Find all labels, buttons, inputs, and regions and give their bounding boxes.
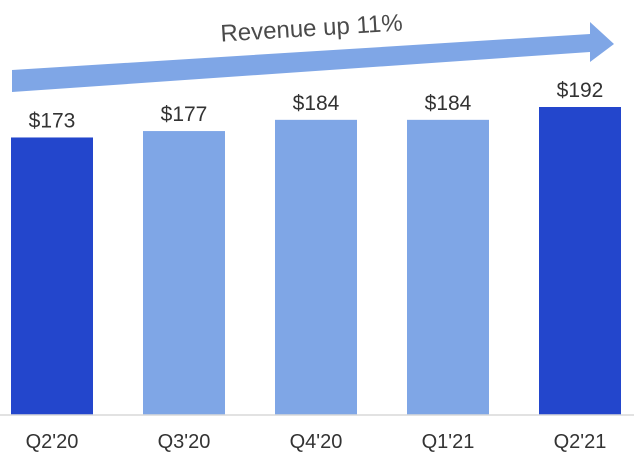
category-label-1: Q2'20 — [26, 431, 79, 453]
category-label-5: Q2'21 — [554, 431, 607, 453]
value-label-2: $177 — [161, 103, 208, 126]
category-label-3: Q4'20 — [290, 431, 343, 453]
value-label-5: $192 — [557, 79, 604, 102]
trend-arrow: Revenue up 11% — [12, 9, 614, 92]
bars — [11, 107, 621, 415]
value-label-1: $173 — [29, 109, 76, 132]
category-label-4: Q1'21 — [422, 431, 475, 453]
category-label-2: Q3'20 — [158, 431, 211, 453]
labels: $173 Q2'20 $177 Q3'20 $184 Q4'20 $184 Q1'21 $192… — [26, 79, 607, 453]
value-label-3: $184 — [293, 92, 340, 115]
bar-4 — [407, 119, 489, 415]
trend-arrow-label: Revenue up 11% — [220, 9, 404, 47]
trend-arrow-shape — [12, 22, 614, 92]
bar-5 — [539, 107, 621, 415]
value-label-4: $184 — [425, 92, 472, 115]
bar-3 — [275, 119, 357, 415]
bar-2 — [143, 131, 225, 415]
bar-1 — [11, 137, 93, 415]
